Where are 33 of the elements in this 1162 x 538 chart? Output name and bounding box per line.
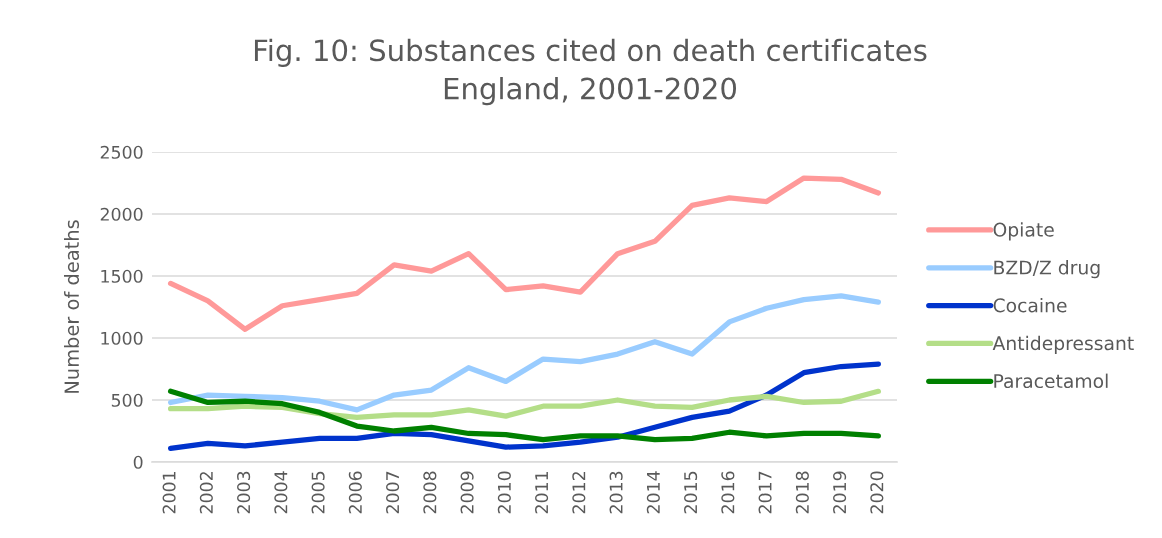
x-tick-label: 2001 <box>162 471 176 514</box>
y-axis-title: Number of deaths <box>64 220 80 393</box>
x-tick-label: 2003 <box>237 471 251 514</box>
x-tick-label: 2005 <box>311 471 325 514</box>
legend-label: Cocaine <box>993 297 1067 313</box>
x-tick-label: 2008 <box>423 471 437 514</box>
x-tick-label: 2007 <box>386 471 400 514</box>
y-tick-label: 2500 <box>100 145 143 159</box>
y-tick-label: 0 <box>133 455 143 469</box>
x-tick-label: 2018 <box>795 471 809 514</box>
x-tick-label: 2006 <box>348 471 362 514</box>
y-tick-label: 2000 <box>100 207 143 221</box>
y-tick-label: 1500 <box>101 269 143 283</box>
x-tick-label: 2013 <box>609 471 623 514</box>
x-tick-label: 2014 <box>646 471 660 514</box>
x-tick-label: 2010 <box>497 471 511 514</box>
legend-label: Paracetamol <box>994 373 1108 389</box>
legend-label: BZD/Z drug <box>994 260 1100 279</box>
y-tick-label: 1000 <box>101 331 143 345</box>
x-tick-label: 2020 <box>870 471 884 514</box>
x-tick-label: 2012 <box>572 472 586 514</box>
x-tick-label: 2016 <box>721 471 735 514</box>
x-tick-label: 2015 <box>684 471 698 514</box>
x-tick-label: 2019 <box>833 471 847 514</box>
x-tick-label: 2004 <box>274 471 288 514</box>
legend-label: Opiate <box>993 222 1054 241</box>
x-tick-label: 2009 <box>460 471 474 514</box>
y-tick-label: 500 <box>111 393 143 407</box>
chart-title: Fig. 10: Substances cited on death certificates England, 2001-2020 <box>254 38 927 106</box>
legend-label: Antidepressant <box>992 335 1134 354</box>
x-tick-label: 2011 <box>535 471 549 514</box>
x-tick-label: 2017 <box>758 471 772 514</box>
x-tick-label: 2002 <box>199 472 213 514</box>
